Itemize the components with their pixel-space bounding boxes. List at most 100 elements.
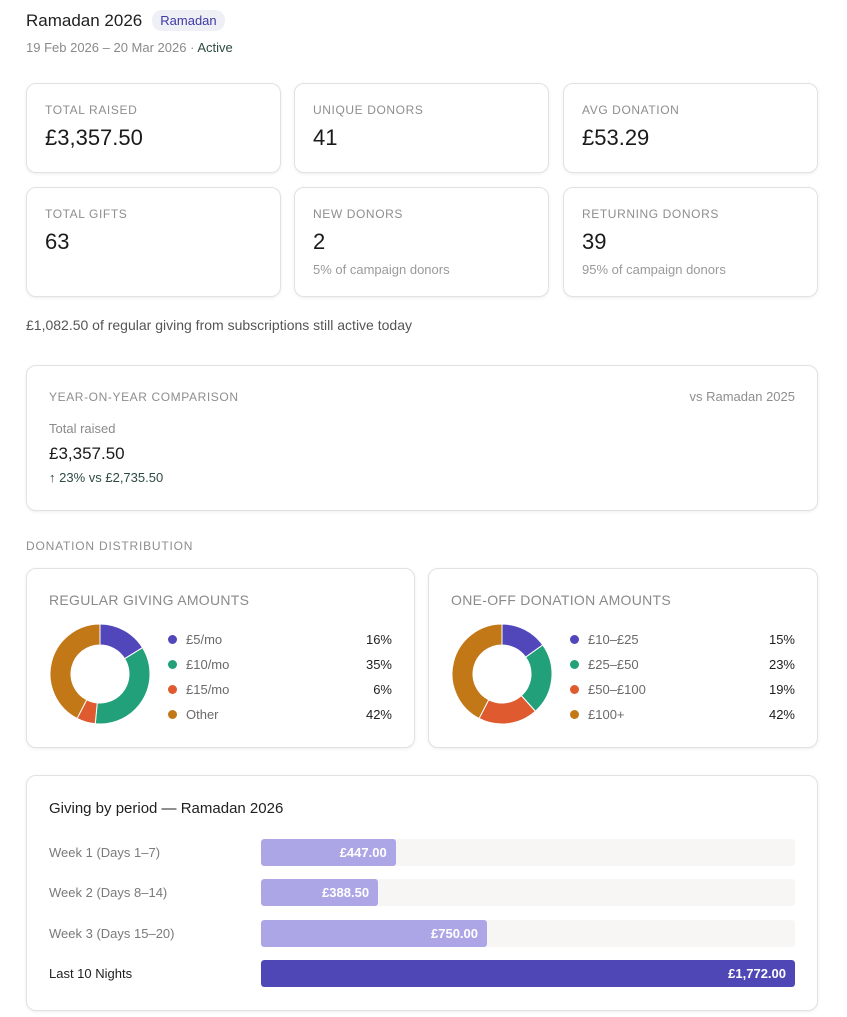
period-chart-title: Giving by period — Ramadan 2026: [49, 800, 284, 817]
regular-giving-card: REGULAR GIVING AMOUNTS £5/mo 16% £10/mo …: [26, 568, 415, 748]
yoy-comparison-card: YEAR-ON-YEAR COMPARISON vs Ramadan 2025 …: [26, 365, 818, 511]
status-text: Active: [197, 40, 233, 55]
stat-card-total-raised: TOTAL RAISED £3,357.50: [26, 83, 281, 173]
stat-value: £53.29: [582, 125, 650, 150]
chart-title: REGULAR GIVING AMOUNTS: [49, 592, 250, 608]
period-bar-track: £750.00: [261, 920, 795, 947]
period-bar: £1,772.00: [261, 960, 795, 987]
period-value: £1,772.00: [728, 966, 786, 981]
donut-slice-3: [451, 623, 503, 720]
stat-card-avg-donation: AVG DONATION £53.29: [563, 83, 818, 173]
stat-card-unique-donors: UNIQUE DONORS 41: [294, 83, 549, 173]
stat-value: £3,357.50: [45, 125, 143, 150]
page-title: Ramadan 2026: [26, 10, 143, 30]
legend-percent: 23%: [768, 657, 795, 672]
period-label: Week 2 (Days 8–14): [49, 885, 168, 900]
regular-giving-donut: [49, 623, 151, 725]
legend-percent: 15%: [768, 632, 795, 647]
period-row: Last 10 Nights £1,772.00: [49, 960, 795, 988]
legend-item: £10/mo 35%: [168, 652, 392, 677]
campaign-dates: 19 Feb 2026 – 20 Mar 2026 · Active: [26, 40, 233, 55]
one-off-donation-donut: [451, 623, 553, 725]
stat-label: TOTAL GIFTS: [45, 207, 128, 221]
stat-value: 2: [313, 229, 326, 254]
period-bar-track: £447.00: [261, 839, 795, 866]
period-label: Last 10 Nights: [49, 966, 133, 981]
period-row: Week 1 (Days 1–7) £447.00: [49, 839, 795, 867]
period-value: £447.00: [339, 845, 387, 860]
stat-card-new-donors: NEW DONORS 2 5% of campaign donors: [294, 187, 549, 297]
chart-legend: £5/mo 16% £10/mo 35% £15/mo 6% Other 42%: [168, 627, 392, 727]
period-bar: £388.50: [261, 879, 379, 906]
chart-title: ONE-OFF DONATION AMOUNTS: [451, 592, 672, 608]
legend-percent: 35%: [365, 657, 392, 672]
legend-label: £25–£50: [588, 657, 639, 672]
yoy-total-value: £3,357.50: [49, 444, 125, 463]
legend-item: £100+ 42%: [570, 702, 795, 727]
stat-card-total-gifts: TOTAL GIFTS 63: [26, 187, 281, 297]
separator: ·: [190, 40, 195, 55]
one-off-donation-card: ONE-OFF DONATION AMOUNTS £10–£25 15% £25…: [428, 568, 818, 748]
legend-percent: 6%: [373, 682, 392, 697]
legend-dot: [570, 685, 579, 694]
period-bar: £750.00: [261, 920, 488, 947]
legend-label: £10/mo: [186, 657, 230, 672]
stat-label: RETURNING DONORS: [582, 207, 719, 221]
period-row: Week 3 (Days 15–20) £750.00: [49, 920, 795, 948]
legend-dot: [168, 710, 177, 719]
stat-card-returning-donors: RETURNING DONORS 39 95% of campaign dono…: [563, 187, 818, 297]
yoy-compare-to: vs Ramadan 2025: [689, 389, 795, 404]
chart-legend: £10–£25 15% £25–£50 23% £50–£100 19% £10…: [570, 627, 795, 727]
legend-dot: [570, 710, 579, 719]
legend-dot: [168, 635, 177, 644]
yoy-label: YEAR-ON-YEAR COMPARISON: [49, 390, 239, 404]
period-row: Week 2 (Days 8–14) £388.50: [49, 879, 795, 907]
legend-item: £50–£100 19%: [570, 677, 795, 702]
stat-value: 39: [582, 229, 607, 254]
period-bar-track: £388.50: [261, 879, 795, 906]
legend-label: Other: [186, 707, 219, 722]
legend-dot: [570, 660, 579, 669]
giving-by-period-card: Giving by period — Ramadan 2026 Week 1 (…: [26, 775, 818, 1011]
period-bar-track: £1,772.00: [261, 960, 795, 987]
campaign-header: Ramadan 2026 Ramadan 19 Feb 2026 – 20 Ma…: [26, 10, 233, 55]
stat-subtext: 5% of campaign donors: [313, 262, 450, 277]
period-bar: £447.00: [261, 839, 396, 866]
date-range: 19 Feb 2026 – 20 Mar 2026: [26, 40, 187, 55]
section-label-distribution: DONATION DISTRIBUTION: [26, 539, 194, 553]
stat-label: UNIQUE DONORS: [313, 103, 424, 117]
legend-item: £5/mo 16%: [168, 627, 392, 652]
legend-item: £10–£25 15%: [570, 627, 795, 652]
legend-item: Other 42%: [168, 702, 392, 727]
period-label: Week 1 (Days 1–7): [49, 845, 161, 860]
legend-dot: [168, 685, 177, 694]
legend-percent: 19%: [768, 682, 795, 697]
period-value: £388.50: [322, 885, 370, 900]
legend-label: £50–£100: [588, 682, 646, 697]
stat-value: 41: [313, 125, 338, 150]
period-value: £750.00: [431, 926, 479, 941]
stat-subtext: 95% of campaign donors: [582, 262, 726, 277]
legend-percent: 42%: [365, 707, 392, 722]
legend-label: £5/mo: [186, 632, 223, 647]
legend-percent: 16%: [365, 632, 392, 647]
stat-label: AVG DONATION: [582, 103, 680, 117]
donut-slice-1: [94, 646, 151, 725]
donut-slice-3: [49, 623, 101, 720]
legend-percent: 42%: [768, 707, 795, 722]
legend-label: £10–£25: [588, 632, 639, 647]
campaign-type-badge: Ramadan: [152, 10, 225, 31]
legend-label: £100+: [588, 707, 625, 722]
legend-item: £15/mo 6%: [168, 677, 392, 702]
legend-label: £15/mo: [186, 682, 230, 697]
stat-label: NEW DONORS: [313, 207, 403, 221]
period-label: Week 3 (Days 15–20): [49, 926, 175, 941]
yoy-total-label: Total raised: [49, 421, 116, 436]
stat-value: 63: [45, 229, 70, 254]
legend-dot: [168, 660, 177, 669]
legend-dot: [570, 635, 579, 644]
yoy-change: ↑ 23% vs £2,735.50: [49, 470, 164, 485]
stat-label: TOTAL RAISED: [45, 103, 138, 117]
regular-giving-note: £1,082.50 of regular giving from subscri…: [26, 317, 412, 333]
legend-item: £25–£50 23%: [570, 652, 795, 677]
